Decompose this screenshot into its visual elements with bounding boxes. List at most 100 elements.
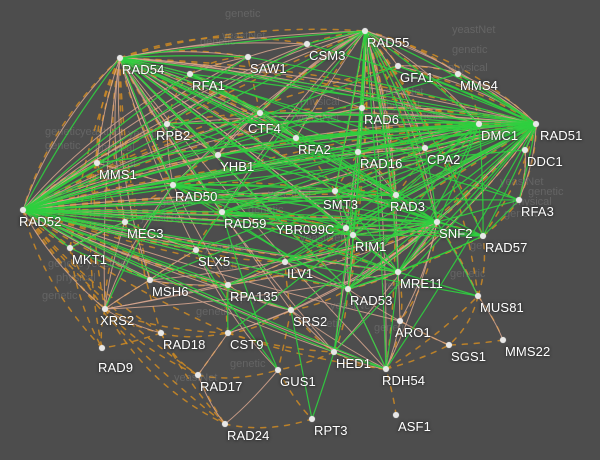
graph-edge (104, 271, 399, 310)
graph-node-cpa2[interactable] (422, 145, 428, 151)
graph-edge (397, 271, 403, 322)
graph-node-mms4[interactable] (455, 71, 461, 77)
graph-node-csm3[interactable] (304, 41, 310, 47)
graph-edge (172, 184, 484, 237)
graph-node-rad55[interactable] (362, 28, 368, 34)
graph-edge (22, 209, 162, 334)
graph-node-rpt3[interactable] (309, 416, 315, 422)
graph-node-snf2[interactable] (434, 219, 440, 225)
graph-node-rad9[interactable] (99, 345, 105, 351)
graph-edge (347, 288, 401, 322)
graph-node-ctf4[interactable] (257, 110, 263, 116)
graph-edge (364, 30, 399, 273)
graph-node-msh6[interactable] (147, 277, 153, 283)
graph-edge (119, 57, 399, 273)
graph-node-yhb1[interactable] (215, 152, 221, 158)
graph-edge (333, 351, 387, 370)
graph-edge (518, 123, 537, 201)
graph-node-ybr099c[interactable] (343, 225, 349, 231)
graph-edge (311, 351, 335, 420)
graph-edge (104, 308, 226, 425)
graph-edge (352, 123, 537, 236)
graph-node-rad50[interactable] (170, 182, 176, 188)
graph-node-dmc1[interactable] (476, 121, 482, 127)
graph-edge (22, 209, 401, 322)
graph-edge (160, 332, 199, 376)
graph-edge (345, 221, 438, 229)
graph-node-sgs1[interactable] (446, 342, 452, 348)
graph-edge (119, 57, 363, 109)
graph-edge (397, 123, 537, 273)
graph-edge (119, 36, 308, 59)
graph-node-rpa135[interactable] (225, 282, 231, 288)
graph-node-rad53[interactable] (345, 286, 351, 292)
graph-node-xrs2[interactable] (102, 306, 108, 312)
graph-node-rad54[interactable] (117, 55, 123, 61)
graph-edge (221, 194, 397, 213)
graph-edge (22, 57, 121, 211)
graph-node-rfa1[interactable] (187, 71, 193, 77)
graph-edge (104, 308, 162, 334)
graph-node-smt3[interactable] (332, 188, 338, 194)
graph-edge (385, 320, 401, 370)
graph-edge (290, 309, 313, 420)
graph-node-mkt1[interactable] (67, 245, 73, 251)
graph-node-mec3[interactable] (122, 219, 128, 225)
graph-node-saw1[interactable] (245, 54, 251, 60)
graph-edge (100, 308, 106, 349)
graph-edge (295, 123, 480, 139)
graph-edge (361, 107, 537, 125)
graph-edge (119, 55, 249, 59)
graph-node-rad51[interactable] (533, 121, 539, 127)
graph-node-aro1[interactable] (397, 318, 403, 324)
graph-node-rad6[interactable] (359, 105, 365, 111)
graph-node-rad59[interactable] (219, 209, 225, 215)
graph-edge (457, 73, 537, 125)
graph-node-asf1[interactable] (393, 412, 399, 418)
graph-edge (22, 56, 249, 211)
graph-node-gfa1[interactable] (395, 63, 401, 69)
graph-edge (227, 221, 438, 286)
graph-node-rad57[interactable] (480, 233, 486, 239)
graph-node-rfa2[interactable] (293, 135, 299, 141)
graph-node-rpb2[interactable] (164, 121, 170, 127)
graph-node-srs2[interactable] (288, 307, 294, 313)
graph-node-cst9[interactable] (225, 330, 231, 336)
graph-node-rad24[interactable] (222, 421, 228, 427)
graph-edge (22, 112, 261, 211)
graph-node-rad17[interactable] (195, 372, 201, 378)
graph-edge (22, 209, 199, 376)
graph-node-mre11[interactable] (395, 269, 401, 275)
graph-edge (221, 211, 349, 290)
graph-edge (333, 288, 349, 353)
graph-edge (221, 211, 354, 236)
graph-node-ilv1[interactable] (282, 259, 288, 265)
graph-edge (22, 112, 261, 211)
graph-edge (221, 211, 347, 229)
graph-edge (334, 151, 359, 192)
graph-edge (217, 112, 261, 156)
graph-node-rim1[interactable] (350, 232, 356, 238)
graph-node-gus1[interactable] (275, 367, 281, 373)
graph-edge (22, 209, 387, 370)
graph-node-rdh54[interactable] (383, 366, 389, 372)
graph-node-mms1[interactable] (94, 160, 100, 166)
graph-node-rad3[interactable] (393, 192, 399, 198)
graph-edge (306, 30, 366, 45)
graph-node-hed1[interactable] (331, 349, 337, 355)
graph-node-ddc1[interactable] (522, 147, 528, 153)
graph-node-rfa3[interactable] (516, 197, 522, 203)
graph-node-rad18[interactable] (158, 330, 164, 336)
graph-edge (290, 309, 387, 370)
graph-edge (104, 279, 151, 310)
graph-node-mus81[interactable] (475, 293, 481, 299)
graph-edge (457, 73, 537, 125)
graph-edge (172, 123, 480, 186)
graph-node-slx5[interactable] (193, 247, 199, 253)
graph-edge (364, 30, 537, 125)
graph-node-mms22[interactable] (500, 337, 506, 343)
graph-edge (347, 288, 387, 370)
graph-node-rad52[interactable] (20, 207, 26, 213)
graph-node-rad16[interactable] (355, 149, 361, 155)
